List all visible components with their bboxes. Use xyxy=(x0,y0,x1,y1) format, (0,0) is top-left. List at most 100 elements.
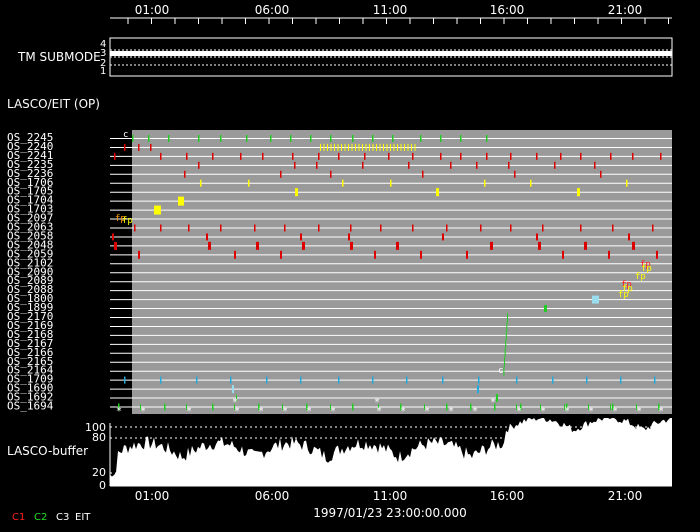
observation-mark xyxy=(588,403,589,410)
observation-mark xyxy=(352,403,354,411)
observation-mark xyxy=(365,143,367,151)
observation-mark xyxy=(351,143,353,151)
row-label: OS_2063 xyxy=(7,221,53,234)
bottom-tick-3: 16:00 xyxy=(490,489,525,503)
observation-mark xyxy=(374,250,376,259)
marker-label: fp xyxy=(622,284,633,294)
marker-label: * xyxy=(516,406,522,417)
observation-mark xyxy=(284,224,286,232)
observation-mark xyxy=(383,143,384,151)
row-label: OS_1690 xyxy=(7,382,53,395)
row-label: OS_2169 xyxy=(7,319,53,332)
os-rows-panel: OS_2245OS_2240OS_2241OS_2235OS_2236OS_17… xyxy=(7,130,672,417)
observation-mark xyxy=(212,403,214,411)
buffer-tick-100: 100 xyxy=(85,421,106,434)
observation-mark xyxy=(132,134,134,142)
legend-c3: C3 xyxy=(56,512,69,523)
row-label: OS_2167 xyxy=(7,337,53,350)
observation-mark xyxy=(450,161,452,169)
observation-mark xyxy=(516,376,518,384)
top-time-axis: 01:00 06:00 11:00 16:00 21:00 xyxy=(110,3,672,24)
tm-level-3: 3 xyxy=(100,48,106,59)
observation-mark xyxy=(486,152,488,160)
observation-mark xyxy=(330,134,332,142)
marker-label: fp xyxy=(640,260,651,270)
observation-mark xyxy=(536,152,538,160)
observation-mark xyxy=(538,241,541,250)
observation-mark xyxy=(388,152,390,160)
instrument-legend: C1 C2 C3 EIT xyxy=(12,512,91,523)
observation-mark xyxy=(282,403,283,410)
observation-mark xyxy=(612,403,614,411)
observation-mark xyxy=(520,403,522,411)
observation-mark xyxy=(610,403,611,410)
observation-mark xyxy=(407,143,409,151)
observation-mark xyxy=(632,152,634,160)
observation-mark xyxy=(420,250,422,259)
observation-mark xyxy=(632,241,635,250)
observation-mark xyxy=(369,143,370,151)
marker-label: * xyxy=(448,406,454,417)
observation-mark xyxy=(112,233,114,241)
buffer-tick-80: 80 xyxy=(92,431,106,444)
observation-mark xyxy=(486,134,488,142)
observation-mark xyxy=(355,143,356,151)
legend-eit: EIT xyxy=(75,512,91,523)
observation-mark xyxy=(422,170,424,178)
bottom-tick-4: 21:00 xyxy=(608,489,643,503)
row-label: OS_2235 xyxy=(7,158,53,171)
observation-mark xyxy=(234,250,236,259)
observation-mark xyxy=(262,152,264,160)
observation-mark xyxy=(503,366,505,376)
observation-mark xyxy=(372,143,374,151)
observation-mark xyxy=(660,152,662,160)
row-label: OS_2102 xyxy=(7,256,53,269)
row-label: OS_2168 xyxy=(7,328,53,341)
observation-mark xyxy=(208,241,211,250)
row-label: OS_1709 xyxy=(7,373,53,386)
observation-mark xyxy=(414,143,416,151)
marker-label: c xyxy=(498,366,503,376)
observation-mark xyxy=(138,143,140,151)
observation-mark xyxy=(266,376,268,384)
observation-mark xyxy=(400,403,402,411)
row-label: OS_2170 xyxy=(7,310,53,323)
observation-mark xyxy=(376,143,377,151)
observation-mark xyxy=(114,152,116,160)
observation-mark xyxy=(134,224,136,232)
observation-mark xyxy=(344,143,346,151)
lasco-eit-label: LASCO/EIT (OP) xyxy=(7,97,100,111)
date-label: 1997/01/23 23:00:00.000 xyxy=(313,506,467,520)
observation-mark xyxy=(342,179,344,187)
observation-mark xyxy=(186,152,188,160)
marker-label: fp xyxy=(621,280,632,290)
observation-mark xyxy=(442,376,444,384)
observation-mark xyxy=(470,403,471,410)
observation-mark xyxy=(564,403,565,410)
marker-label: * xyxy=(140,406,146,417)
tm-submode-label: TM SUBMODE xyxy=(17,50,101,64)
row-label: OS_2164 xyxy=(7,364,54,377)
observation-mark xyxy=(350,241,353,250)
observation-mark xyxy=(652,224,654,232)
observation-mark xyxy=(577,188,580,197)
observation-mark xyxy=(300,376,302,384)
marker-label: c xyxy=(123,130,128,140)
observation-mark xyxy=(254,224,256,232)
observation-mark xyxy=(148,134,150,142)
observation-mark xyxy=(196,376,198,384)
observation-mark xyxy=(626,179,628,187)
tm-level-2: 2 xyxy=(100,58,106,69)
observation-mark xyxy=(628,233,630,241)
bottom-tick-0: 01:00 xyxy=(135,489,170,503)
observation-mark xyxy=(350,224,352,232)
row-label: OS_2166 xyxy=(7,346,53,359)
observation-mark xyxy=(206,233,208,241)
marker-label: * xyxy=(540,406,546,417)
observation-mark xyxy=(372,134,374,142)
buffer-fill-area xyxy=(110,418,672,486)
observation-mark xyxy=(490,241,493,250)
observation-mark xyxy=(364,152,366,160)
observation-mark xyxy=(460,152,462,160)
marker-label: * xyxy=(186,406,192,417)
